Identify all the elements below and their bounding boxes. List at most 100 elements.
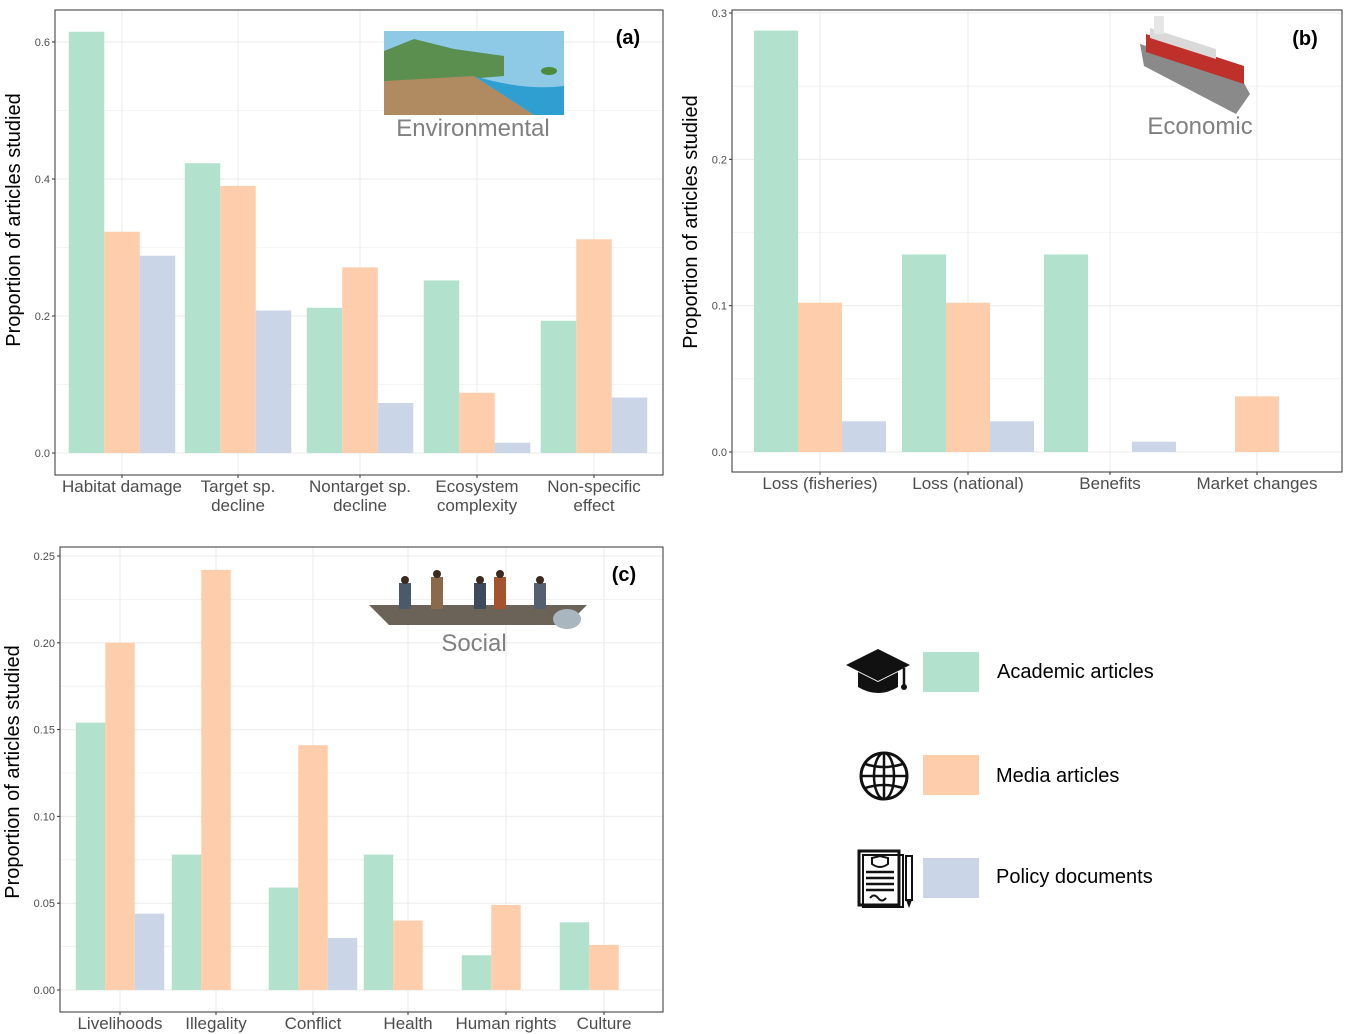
y-tick-label: 0.4 — [35, 174, 50, 186]
legend-item-academic: Academic articles — [840, 645, 1260, 705]
document-icon — [857, 849, 913, 908]
bar-media — [393, 920, 423, 990]
bar-media — [104, 231, 140, 453]
illustration-label: Environmental — [396, 115, 549, 142]
coastline-landscape-icon — [384, 31, 564, 115]
bar-media — [220, 185, 256, 453]
bar-media — [946, 302, 990, 452]
bar-academic — [540, 320, 577, 453]
panel-label: (c) — [612, 564, 636, 586]
panel-label: (b) — [1292, 28, 1318, 50]
chart-panel-c: 0.00 0.05 0.10 0.15 0.20 0.25 Livelihoods Illeg… — [2, 546, 664, 1033]
bar-academic — [902, 254, 946, 452]
bar-media — [298, 745, 328, 990]
bar-policy — [134, 913, 165, 990]
y-tick-label: 0.15 — [34, 725, 55, 737]
bar-policy — [1132, 441, 1176, 452]
legend-swatch-academic — [923, 652, 979, 692]
fishing-boat-icon — [369, 570, 587, 629]
y-tick-label: 0.0 — [712, 447, 727, 459]
bar-media — [576, 239, 612, 453]
container-ship-icon — [1140, 16, 1250, 114]
legend-label-academic: Academic articles — [997, 661, 1154, 683]
illustration-label: Social — [441, 630, 506, 657]
y-tick-label: 0.05 — [34, 898, 55, 910]
bar-academic — [184, 163, 221, 453]
x-tick-label: Nontarget sp. — [309, 477, 411, 496]
panel-border — [59, 546, 664, 1013]
y-tick-label: 0.2 — [712, 154, 727, 166]
x-tick-label: decline — [333, 496, 387, 515]
bar-policy — [377, 402, 414, 453]
x-tick-label: Human rights — [455, 1014, 556, 1033]
bar-academic — [559, 922, 590, 990]
bar-academic — [423, 280, 460, 453]
y-tick-label: 0.25 — [34, 551, 55, 563]
bar-academic — [754, 30, 798, 453]
bar-academic — [1044, 254, 1088, 452]
illustration-label: Economic — [1147, 113, 1252, 140]
legend-label-media: Media articles — [996, 765, 1120, 787]
bar-policy — [494, 442, 531, 453]
bar-academic — [363, 854, 394, 990]
bar-policy — [255, 310, 292, 453]
x-tick-label: complexity — [437, 496, 518, 515]
y-axis-label: Proportion of articles studied — [2, 645, 24, 898]
bar-academic — [461, 955, 492, 990]
bar-media — [589, 944, 619, 990]
bar-media — [491, 904, 521, 990]
bar-policy — [611, 397, 648, 453]
bar-academic — [68, 31, 105, 453]
panel-border — [731, 9, 1343, 473]
x-tick-label: Loss (national) — [912, 474, 1024, 493]
bar-media — [105, 642, 135, 990]
x-tick-label: effect — [573, 496, 615, 515]
legend-swatch-policy — [923, 858, 979, 898]
chart-panel-b: 0.0 0.1 0.2 0.3 Loss (fisheries) Loss (nation… — [680, 8, 1343, 493]
legend-item-policy: Policy documents — [840, 848, 1260, 910]
bar-media — [201, 569, 231, 990]
bar-academic — [306, 307, 343, 453]
x-tick-label: Livelihoods — [77, 1014, 162, 1033]
x-tick-label: Benefits — [1079, 474, 1140, 493]
bar-media — [342, 267, 378, 453]
legend-item-media: Media articles — [840, 748, 1260, 808]
x-tick-label: Ecosystem — [435, 477, 518, 496]
panel-label: (a) — [616, 27, 640, 49]
bar-media — [1235, 396, 1279, 452]
graduation-cap-icon — [846, 649, 910, 693]
bar-academic — [268, 887, 299, 990]
y-tick-label: 0.0 — [35, 448, 50, 460]
legend-swatch-media — [923, 755, 979, 795]
bar-policy — [842, 421, 886, 452]
y-tick-label: 0.20 — [34, 638, 55, 650]
bar-academic — [171, 854, 202, 990]
bar-media — [459, 392, 495, 453]
bar-policy — [990, 421, 1034, 452]
bar-media — [798, 302, 842, 452]
x-tick-label: Conflict — [285, 1014, 342, 1033]
x-tick-label: Loss (fisheries) — [762, 474, 877, 493]
x-tick-label: Habitat damage — [62, 477, 182, 496]
bar-academic — [75, 722, 106, 990]
bar-policy — [139, 255, 176, 453]
y-tick-label: 0.2 — [35, 311, 50, 323]
x-tick-label: Target sp. — [201, 477, 276, 496]
y-tick-label: 0.3 — [712, 8, 727, 20]
y-tick-label: 0.00 — [34, 985, 55, 997]
panel-border — [54, 9, 664, 476]
y-tick-label: 0.6 — [35, 37, 50, 49]
y-tick-label: 0.10 — [34, 811, 55, 823]
x-tick-label: Non-specific — [547, 477, 641, 496]
x-tick-label: Culture — [577, 1014, 632, 1033]
x-tick-label: Market changes — [1197, 474, 1318, 493]
y-tick-label: 0.1 — [712, 301, 727, 313]
bar-policy — [327, 937, 358, 990]
globe-icon — [859, 751, 909, 801]
x-tick-label: decline — [211, 496, 265, 515]
y-axis-label: Proportion of articles studied — [3, 93, 25, 346]
legend-label-policy: Policy documents — [996, 866, 1153, 888]
x-tick-label: Illegality — [185, 1014, 247, 1033]
